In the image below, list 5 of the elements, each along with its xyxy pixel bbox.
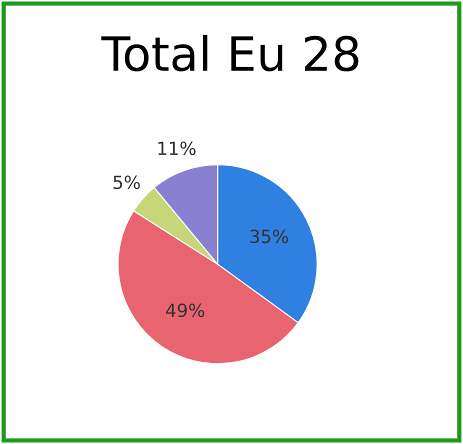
chart-title: Total Eu 28 <box>101 34 358 72</box>
data-label: 11% <box>158 142 196 156</box>
data-label: 5% <box>114 175 140 190</box>
data-label: 49% <box>166 304 204 318</box>
data-label: 35% <box>250 230 288 244</box>
